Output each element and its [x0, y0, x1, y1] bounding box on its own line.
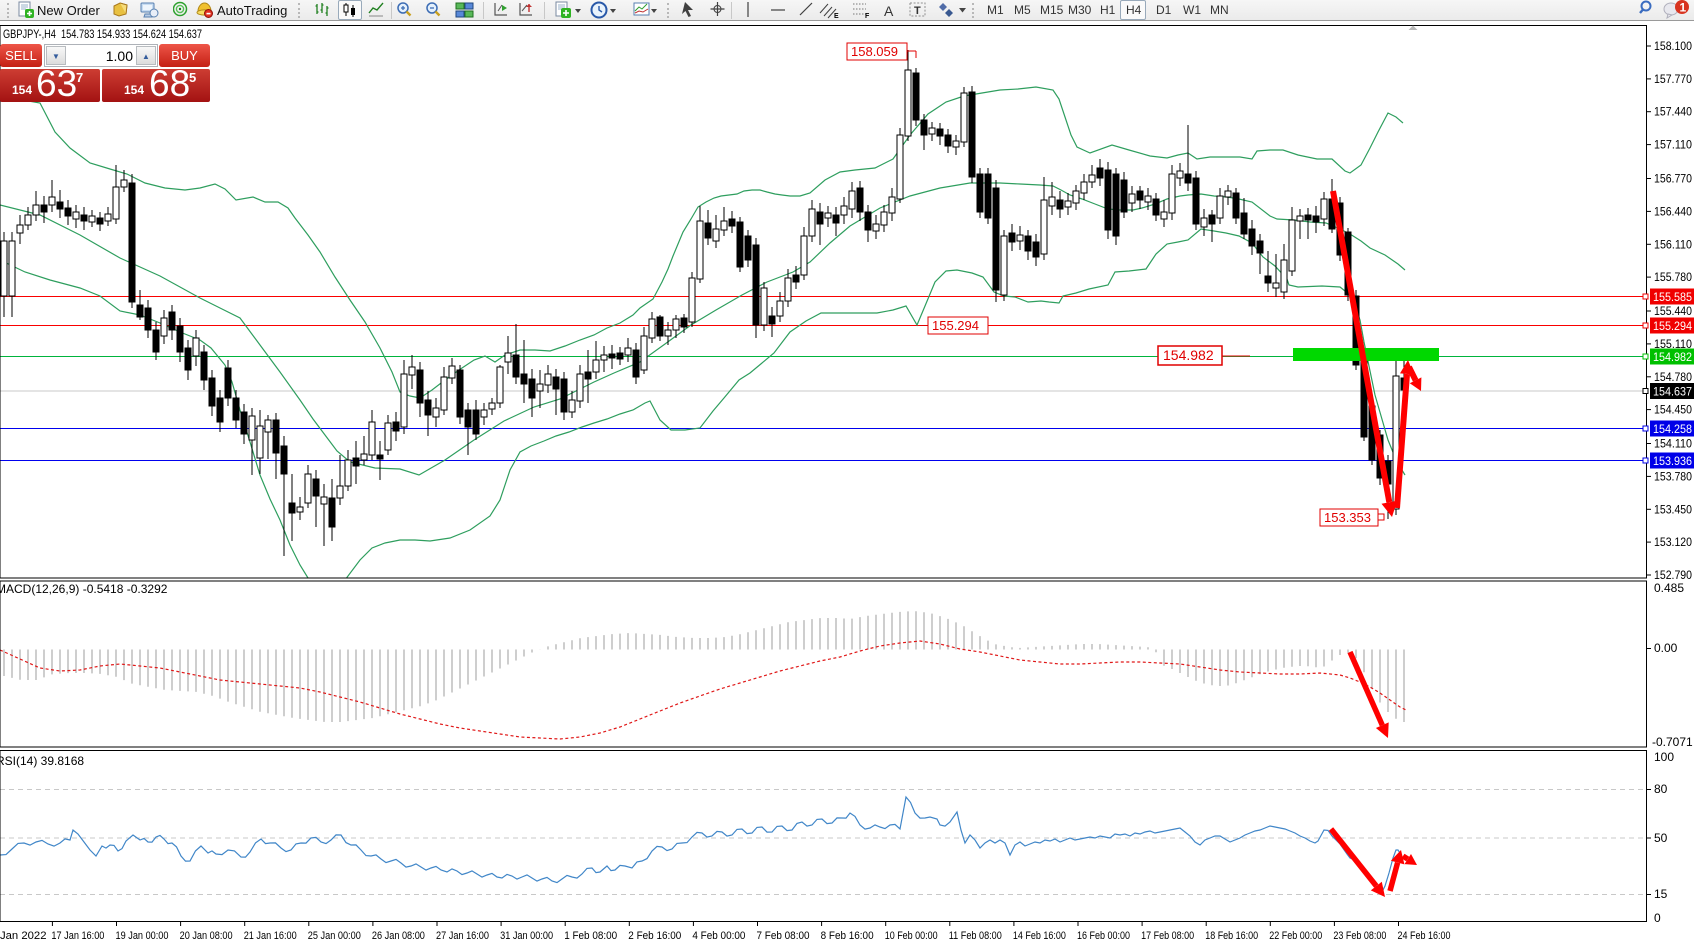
svg-text:153.120: 153.120	[1654, 535, 1692, 549]
svg-text:19 Jan 00:00: 19 Jan 00:00	[116, 930, 169, 942]
svg-text:80: 80	[1654, 782, 1668, 796]
svg-text:27 Jan 16:00: 27 Jan 16:00	[436, 930, 489, 942]
svg-text:155.294: 155.294	[1653, 319, 1692, 333]
svg-text:F: F	[865, 13, 870, 19]
svg-text:21 Jan 16:00: 21 Jan 16:00	[244, 930, 297, 942]
svg-text:4 Feb 00:00: 4 Feb 00:00	[692, 930, 745, 942]
svg-text:157.110: 157.110	[1654, 138, 1692, 152]
svg-text:11 Feb 08:00: 11 Feb 08:00	[949, 930, 1002, 942]
svg-text:E: E	[834, 13, 839, 19]
svg-text:14 Feb 16:00: 14 Feb 16:00	[1013, 930, 1066, 942]
svg-text:154.450: 154.450	[1654, 403, 1692, 417]
svg-text:26 Jan 08:00: 26 Jan 08:00	[372, 930, 425, 942]
svg-text:22 Feb 00:00: 22 Feb 00:00	[1269, 930, 1322, 942]
svg-text:1 Feb 08:00: 1 Feb 08:00	[564, 930, 617, 942]
svg-text:156.110: 156.110	[1654, 237, 1692, 251]
svg-text:18 Feb 16:00: 18 Feb 16:00	[1205, 930, 1258, 942]
svg-text:156.770: 156.770	[1654, 172, 1692, 186]
svg-text:100: 100	[1654, 750, 1674, 764]
svg-text:17 Feb 08:00: 17 Feb 08:00	[1141, 930, 1194, 942]
svg-text:155.110: 155.110	[1654, 337, 1692, 351]
svg-text:154.982: 154.982	[1163, 347, 1214, 363]
svg-text:154.258: 154.258	[1653, 422, 1692, 436]
svg-text:153.450: 153.450	[1654, 502, 1692, 516]
svg-text:154.780: 154.780	[1654, 370, 1692, 384]
svg-text:0: 0	[1654, 911, 1661, 925]
svg-text:23 Feb 08:00: 23 Feb 08:00	[1333, 930, 1386, 942]
svg-text:24 Feb 16:00: 24 Feb 16:00	[1398, 930, 1451, 942]
svg-text:158.100: 158.100	[1654, 39, 1692, 53]
svg-text:153.780: 153.780	[1654, 469, 1692, 483]
svg-text:15: 15	[1654, 887, 1668, 901]
svg-text:-0.7071: -0.7071	[1652, 735, 1693, 749]
svg-text:20 Jan 08:00: 20 Jan 08:00	[180, 930, 233, 942]
svg-text:156.440: 156.440	[1654, 204, 1692, 218]
svg-text:155.294: 155.294	[932, 318, 979, 333]
svg-text:17 Jan 16:00: 17 Jan 16:00	[51, 930, 104, 942]
svg-text:7 Feb 08:00: 7 Feb 08:00	[757, 930, 810, 942]
svg-text:50: 50	[1654, 831, 1668, 845]
svg-text:158.059: 158.059	[851, 44, 898, 59]
svg-text:1: 1	[1680, 1, 1687, 15]
svg-text:0.485: 0.485	[1654, 581, 1684, 595]
svg-text:155.585: 155.585	[1653, 290, 1692, 304]
svg-text:154.637: 154.637	[1653, 385, 1692, 399]
svg-text:155.440: 155.440	[1654, 304, 1692, 318]
svg-text:154.982: 154.982	[1653, 350, 1692, 364]
svg-text:157.770: 157.770	[1654, 72, 1692, 86]
svg-text:155.780: 155.780	[1654, 270, 1692, 284]
svg-text:153.353: 153.353	[1324, 510, 1371, 525]
svg-text:16 Feb 00:00: 16 Feb 00:00	[1077, 930, 1130, 942]
svg-text:154.110: 154.110	[1654, 437, 1692, 451]
svg-text:25 Jan 00:00: 25 Jan 00:00	[308, 930, 361, 942]
svg-text:2 Feb 16:00: 2 Feb 16:00	[628, 930, 681, 942]
svg-text:RSI(14) 39.8168: RSI(14) 39.8168	[0, 754, 84, 768]
svg-text:10 Feb 00:00: 10 Feb 00:00	[885, 930, 938, 942]
svg-text:153.936: 153.936	[1653, 454, 1692, 468]
svg-text:T: T	[914, 5, 921, 17]
svg-text:0.00: 0.00	[1654, 641, 1678, 655]
svg-text:157.440: 157.440	[1654, 105, 1692, 119]
svg-text:Jan 2022: Jan 2022	[0, 930, 46, 942]
svg-text:31 Jan 00:00: 31 Jan 00:00	[500, 930, 553, 942]
svg-text:8 Feb 16:00: 8 Feb 16:00	[821, 930, 874, 942]
svg-text:152.790: 152.790	[1654, 568, 1692, 582]
svg-text:GBPJPY-,H4 154.783 154.933 15: GBPJPY-,H4 154.783 154.933 154.624 154.6…	[3, 27, 202, 41]
svg-text:MACD(12,26,9) -0.5418 -0.3292: MACD(12,26,9) -0.5418 -0.3292	[0, 582, 168, 596]
